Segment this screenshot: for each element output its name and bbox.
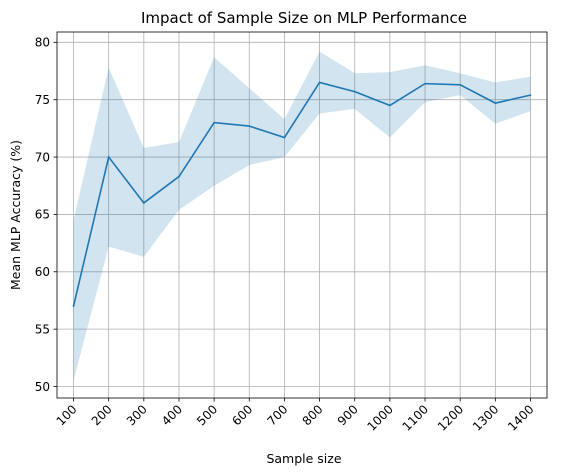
x-tick-label: 1300 xyxy=(470,402,501,433)
data-point xyxy=(178,175,180,178)
x-tick-label: 400 xyxy=(159,402,185,428)
data-point xyxy=(318,81,321,84)
x-tick-label: 800 xyxy=(300,402,326,428)
plot-frame xyxy=(56,31,548,399)
data-point xyxy=(529,94,532,96)
y-tick-label: 75 xyxy=(35,93,50,107)
y-axis-label: Mean MLP Accuracy (%) xyxy=(8,140,23,290)
x-axis-label: Sample size xyxy=(266,451,341,466)
data-point xyxy=(107,156,110,158)
x-tick-label: 900 xyxy=(335,402,361,428)
data-point xyxy=(283,136,286,139)
confidence-band xyxy=(73,51,531,381)
x-tick-label: 600 xyxy=(229,402,255,428)
x-tick-label: 1000 xyxy=(364,402,395,433)
x-tick-label: 200 xyxy=(89,402,115,428)
data-point xyxy=(353,90,356,93)
data-points xyxy=(72,81,532,308)
data-point xyxy=(494,102,497,104)
y-tick-label: 50 xyxy=(35,380,50,394)
y-tick-label: 70 xyxy=(35,150,50,164)
data-point xyxy=(143,202,145,204)
chart-title: Impact of Sample Size on MLP Performance xyxy=(141,9,467,27)
x-tick-label: 700 xyxy=(264,402,290,428)
y-tick-label: 80 xyxy=(35,36,50,50)
x-tick-label: 100 xyxy=(54,402,80,428)
x-tick-label: 1100 xyxy=(400,402,431,433)
series-line xyxy=(72,81,531,307)
y-axis: 50 55 60 65 70 75 80 xyxy=(35,36,57,394)
x-axis: 100 200 300 400 500 600 700 800 900 1000 1100 1200 1… xyxy=(54,398,537,434)
x-tick-label: 500 xyxy=(194,402,220,428)
data-point xyxy=(248,125,251,127)
data-point xyxy=(72,305,75,308)
y-tick-label: 60 xyxy=(35,265,50,279)
y-tick-label: 65 xyxy=(35,208,50,222)
data-point xyxy=(213,121,215,124)
x-tick-label: 300 xyxy=(124,402,150,428)
y-tick-label: 55 xyxy=(35,322,50,336)
data-point xyxy=(389,104,391,107)
data-point xyxy=(424,82,426,85)
x-tick-label: 1200 xyxy=(435,402,466,433)
x-tick-label: 1400 xyxy=(505,402,536,433)
grid xyxy=(57,32,547,398)
data-point xyxy=(459,83,461,86)
